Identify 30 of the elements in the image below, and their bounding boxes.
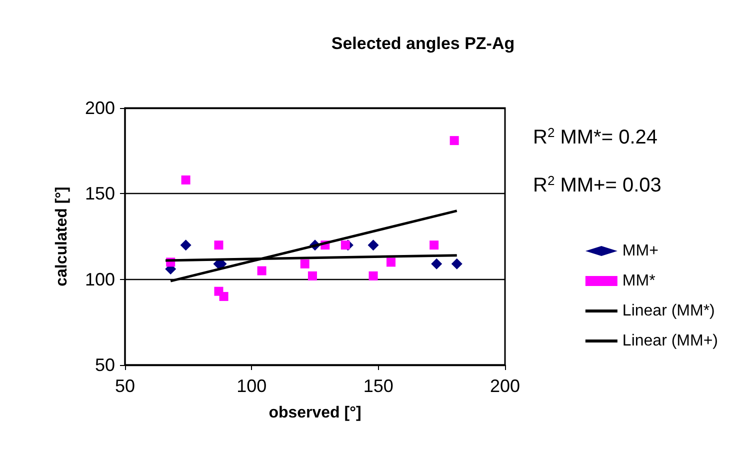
point	[308, 271, 317, 280]
legend-label: MM+	[622, 242, 658, 260]
point	[214, 240, 224, 250]
x-tick-label: 50	[114, 376, 136, 396]
point	[219, 292, 228, 301]
x-tick-label: 150	[363, 376, 394, 396]
x-axis-title: observed [°]	[268, 404, 362, 422]
point	[386, 258, 396, 267]
point	[181, 175, 190, 184]
point	[300, 259, 310, 268]
legend-label: MM*	[622, 272, 656, 290]
y-tick-label: 50	[94, 355, 115, 375]
x-tick-label: 100	[236, 376, 267, 396]
point	[450, 136, 459, 146]
y-tick-label: 200	[84, 98, 115, 118]
y-tick-label: 150	[84, 184, 115, 204]
point	[368, 271, 378, 280]
point	[180, 240, 192, 251]
y-axis-title: calculated [°]	[54, 186, 70, 286]
x-tick-label: 200	[490, 376, 520, 396]
y-tick-label: 100	[84, 269, 115, 290]
point	[431, 258, 442, 270]
point	[368, 240, 379, 251]
point	[340, 240, 350, 250]
legend-label: Linear (MM*)	[622, 302, 715, 320]
chart-title: Selected angles PZ-Ag	[331, 34, 515, 53]
legend-label: Linear (MM+)	[622, 332, 718, 350]
point	[451, 258, 462, 270]
point	[430, 240, 439, 250]
point	[257, 266, 266, 276]
